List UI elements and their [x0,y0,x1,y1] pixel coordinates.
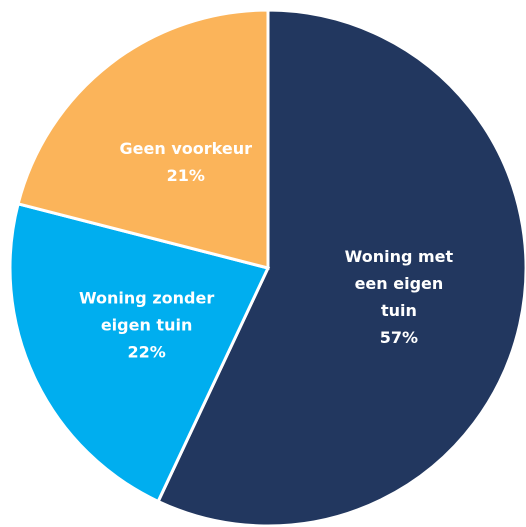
value-label: 21% [166,165,205,185]
slice-label: Woning zonder eigen tuin 22% [63,285,231,366]
category-label: Geen voorkeur [119,138,252,158]
pie-slice [8,202,271,504]
pie-slice [156,8,526,527]
pie-slice [16,8,270,270]
value-label: 22% [127,342,166,362]
category-label: Woning met een eigen tuin [344,247,454,321]
slice-label: Geen voorkeur 21% [120,135,252,189]
slice-label: Woning met een eigen tuin 57% [335,243,462,351]
value-label: 57% [379,328,419,348]
category-label: Woning zonder eigen tuin [78,288,215,335]
